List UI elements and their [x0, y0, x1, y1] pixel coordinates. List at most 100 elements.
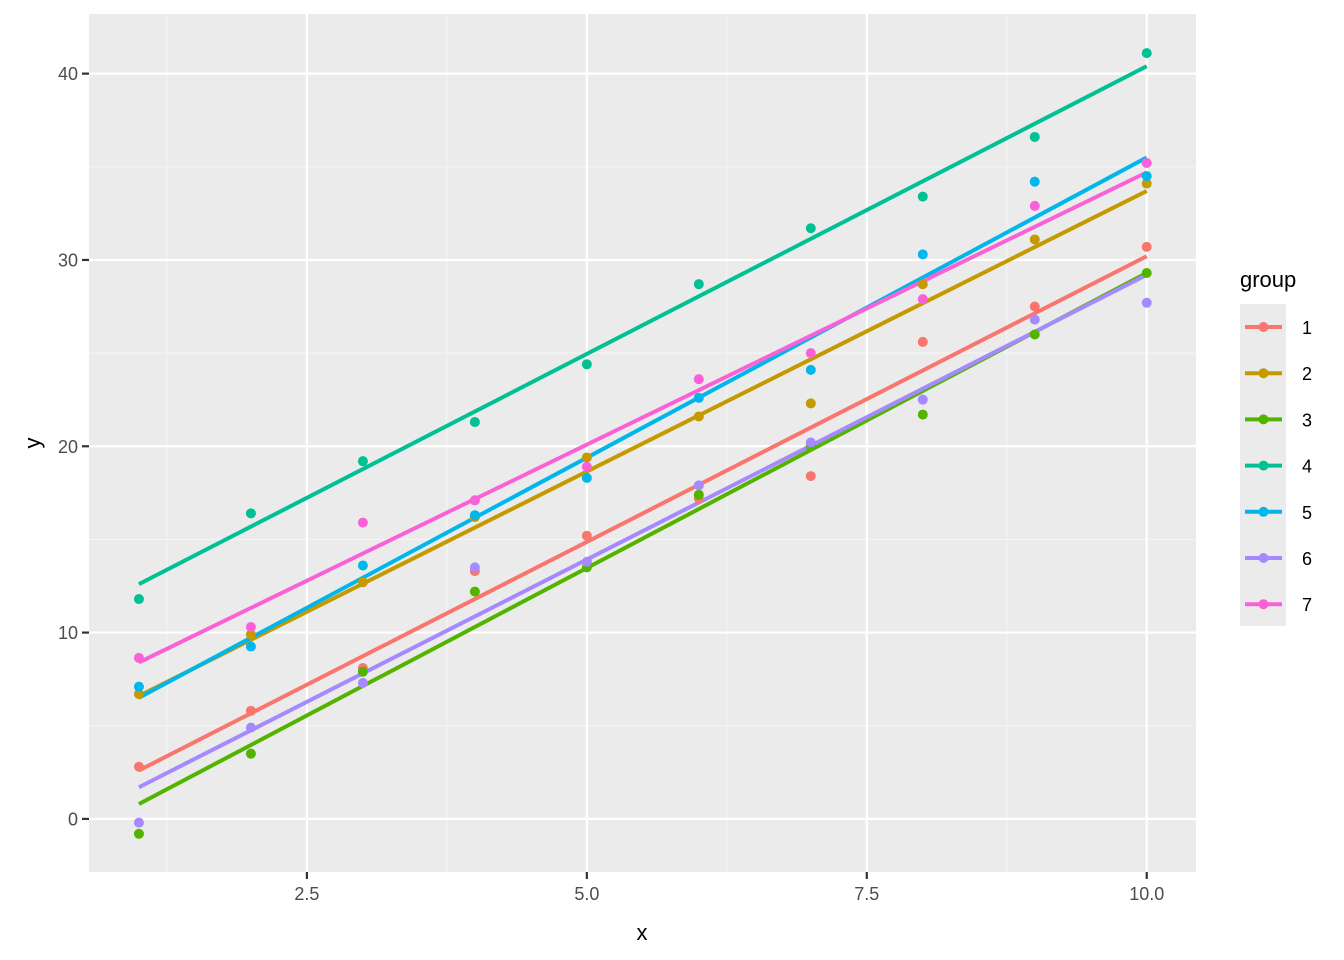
regression-line-group-6 [138, 273, 1148, 790]
data-point-group-6 [133, 817, 144, 828]
data-point-group-4 [1029, 131, 1040, 142]
legend-item-5: 5 [1245, 503, 1312, 523]
data-point-group-3 [1029, 329, 1040, 340]
y-tick-label: 10 [58, 623, 78, 643]
data-point-group-4 [133, 594, 144, 605]
data-point-group-1 [581, 530, 592, 541]
data-point-group-4 [693, 279, 704, 290]
regression-line-group-7 [138, 170, 1148, 665]
data-point-group-5 [693, 392, 704, 403]
data-point-group-4 [917, 191, 928, 202]
legend-point-icon [1258, 553, 1269, 563]
legend-label: 1 [1302, 318, 1312, 338]
data-point-group-3 [357, 666, 368, 677]
data-point-group-6 [1029, 314, 1040, 325]
legend-label: 4 [1302, 457, 1312, 477]
data-point-group-3 [245, 748, 256, 759]
legend-label: 7 [1302, 595, 1312, 615]
x-axis-title: x [637, 920, 648, 945]
regression-line-group-5 [137, 155, 1148, 700]
legend-label: 2 [1302, 364, 1312, 384]
legend-item-4: 4 [1245, 457, 1312, 477]
y-tick-label: 0 [68, 809, 78, 829]
legend-item-3: 3 [1245, 410, 1312, 430]
data-point-group-4 [469, 417, 480, 428]
data-point-group-4 [581, 359, 592, 370]
regression-line-group-2 [138, 189, 1148, 698]
regression-line-group-1 [138, 254, 1148, 773]
legend-point-icon [1258, 506, 1269, 517]
data-point-group-6 [357, 677, 368, 688]
data-point-group-2 [693, 411, 704, 422]
data-point-group-6 [581, 556, 592, 567]
x-tick-label: 5.0 [574, 884, 599, 904]
data-point-group-6 [1141, 297, 1152, 308]
data-point-group-5 [1029, 176, 1040, 187]
legend-title: group [1240, 267, 1296, 292]
legend-item-2: 2 [1245, 364, 1312, 384]
data-point-group-5 [469, 510, 480, 521]
data-point-group-7 [1141, 158, 1152, 169]
legend-point-icon [1258, 414, 1269, 425]
y-tick-label: 20 [58, 437, 78, 457]
data-point-group-5 [1141, 171, 1152, 182]
data-point-group-7 [805, 348, 816, 359]
data-point-group-5 [805, 364, 816, 375]
data-point-group-5 [133, 681, 144, 692]
data-point-group-3 [469, 586, 480, 597]
x-tick-label: 2.5 [294, 884, 319, 904]
data-point-group-4 [245, 508, 256, 519]
data-point-group-2 [357, 577, 368, 588]
data-point-group-6 [917, 394, 928, 405]
data-point-group-5 [917, 249, 928, 260]
data-point-group-6 [469, 562, 480, 573]
data-point-group-7 [469, 495, 480, 506]
legend-label: 3 [1302, 410, 1312, 430]
data-point-group-2 [581, 452, 592, 463]
data-point-group-7 [245, 621, 256, 632]
regression-lines [137, 64, 1148, 806]
legend-point-icon [1258, 368, 1269, 379]
data-point-group-7 [917, 294, 928, 305]
data-point-group-4 [805, 223, 816, 234]
legend-label: 6 [1302, 549, 1312, 569]
data-point-group-1 [917, 336, 928, 347]
legend-item-1: 1 [1245, 318, 1312, 338]
data-point-group-5 [245, 641, 256, 652]
legend-item-6: 6 [1245, 549, 1312, 569]
data-point-group-2 [917, 279, 928, 290]
data-point-group-6 [805, 437, 816, 448]
data-point-group-2 [245, 629, 256, 640]
data-point-group-6 [693, 480, 704, 491]
data-point-group-2 [133, 689, 144, 700]
data-point-group-2 [1029, 234, 1040, 245]
data-point-group-6 [245, 722, 256, 733]
data-point-group-7 [133, 652, 144, 663]
data-point-group-3 [693, 489, 704, 500]
data-points [133, 48, 1152, 839]
data-point-group-4 [1141, 48, 1152, 59]
data-point-group-1 [1029, 301, 1040, 312]
y-tick-label: 30 [58, 250, 78, 270]
data-point-group-3 [133, 828, 144, 839]
y-tick-label: 40 [58, 64, 78, 84]
data-point-group-2 [805, 398, 816, 409]
y-axis: 0 10 20 30 40 [58, 64, 89, 829]
x-tick-label: 7.5 [854, 884, 879, 904]
legend-label: 5 [1302, 503, 1312, 523]
data-point-group-1 [1141, 241, 1152, 252]
data-point-group-5 [357, 560, 368, 571]
legend-point-icon [1258, 460, 1269, 471]
data-point-group-1 [805, 471, 816, 482]
data-point-group-5 [581, 472, 592, 483]
data-point-group-1 [245, 705, 256, 716]
x-tick-label: 10.0 [1129, 884, 1164, 904]
data-point-group-7 [581, 461, 592, 472]
data-point-group-1 [133, 761, 144, 772]
data-point-group-7 [1029, 200, 1040, 211]
data-point-group-3 [1141, 267, 1152, 278]
data-point-group-2 [1141, 178, 1152, 189]
data-point-group-7 [693, 374, 704, 385]
y-axis-title: y [20, 438, 45, 449]
